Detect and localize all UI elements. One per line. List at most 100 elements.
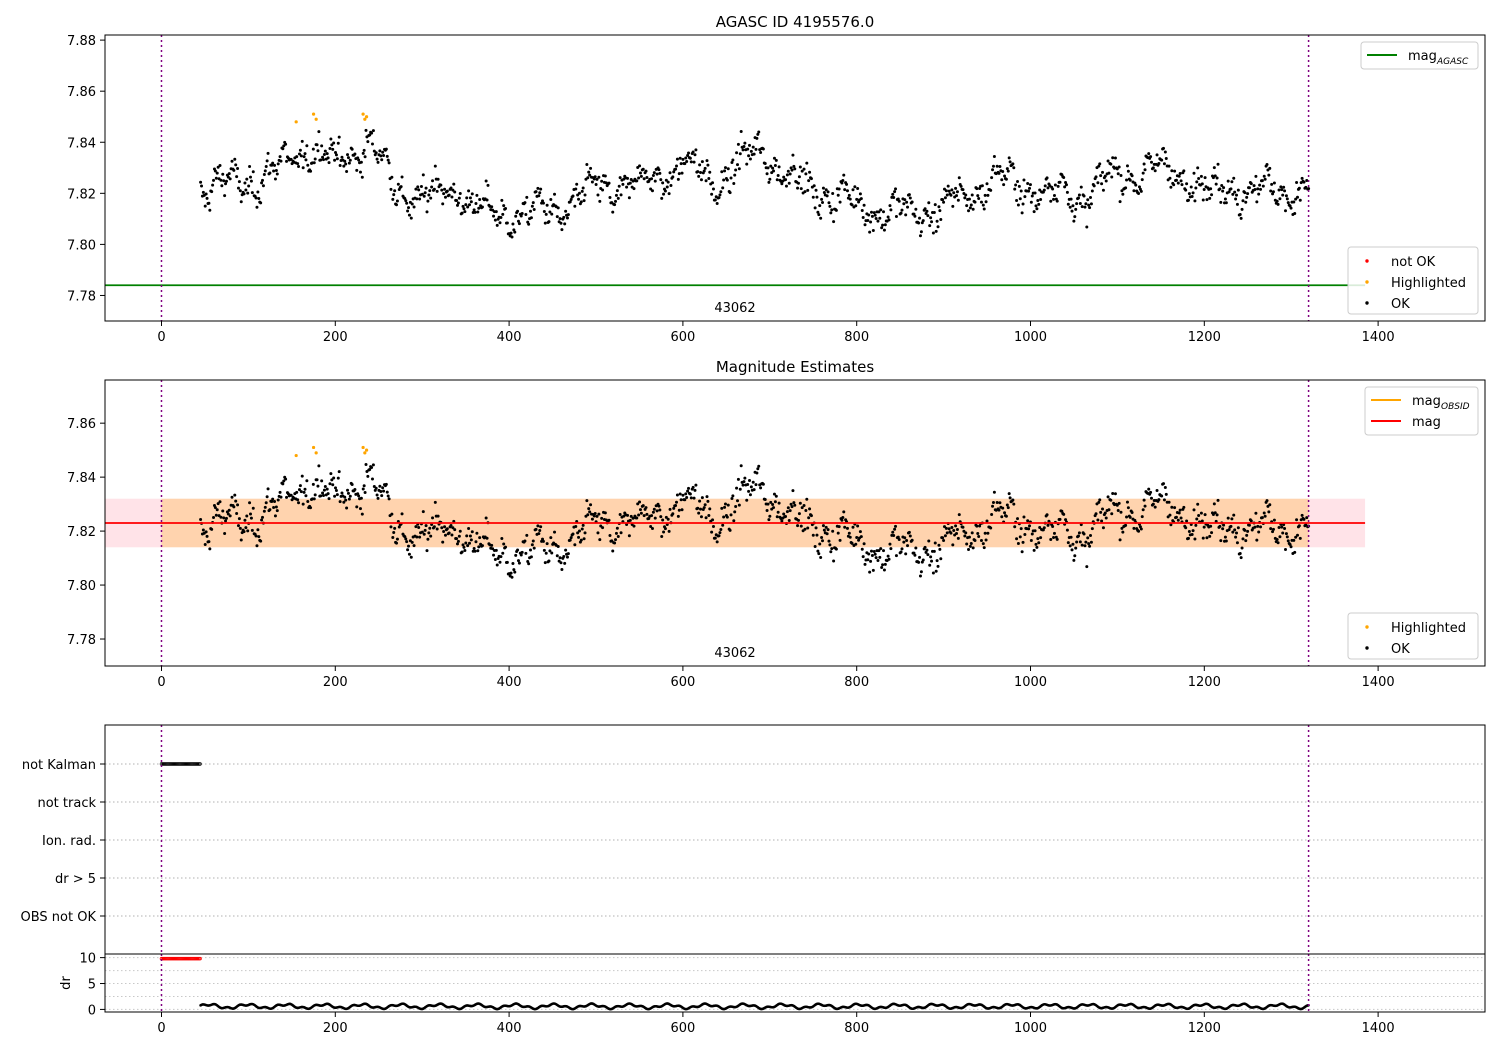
ok-point <box>896 535 900 539</box>
not-kalman-point <box>176 762 180 766</box>
ok-point <box>1063 185 1067 189</box>
ok-point <box>1176 518 1180 522</box>
ok-point <box>696 506 700 510</box>
ok-point <box>1111 492 1115 496</box>
ok-point <box>325 487 329 491</box>
ok-point <box>738 487 742 491</box>
ok-point <box>378 484 382 488</box>
legend-bottom <box>1347 612 1479 660</box>
ok-point <box>1045 176 1049 180</box>
ok-point <box>1218 187 1222 191</box>
ok-point <box>1107 508 1111 512</box>
not-kalman-point <box>172 762 176 766</box>
ok-point <box>1157 162 1161 166</box>
ok-point <box>549 197 553 201</box>
ok-point <box>204 192 208 196</box>
ok-point <box>417 525 421 529</box>
ok-point <box>664 515 668 519</box>
ok-point <box>910 538 914 542</box>
ok-point <box>1019 189 1023 193</box>
ok-point <box>931 571 935 575</box>
ok-point <box>568 200 572 204</box>
ok-point <box>1256 524 1260 528</box>
ok-point <box>1036 537 1040 541</box>
ok-point <box>675 493 679 497</box>
ok-point <box>1224 539 1228 543</box>
ok-point <box>959 184 963 188</box>
ok-point <box>848 535 852 539</box>
ok-point <box>619 193 623 197</box>
ok-point <box>1296 195 1300 199</box>
highlighted-point <box>294 453 298 458</box>
ok-point <box>1052 197 1056 201</box>
ok-point <box>1110 175 1114 179</box>
ok-point <box>1082 532 1086 536</box>
ok-point <box>228 514 232 518</box>
ok-point <box>626 513 630 517</box>
ok-point <box>880 226 884 230</box>
ok-point <box>1115 503 1119 507</box>
ok-point <box>831 529 835 533</box>
ok-point <box>708 170 712 174</box>
ok-point <box>615 189 619 193</box>
ok-point <box>1257 192 1261 196</box>
ok-point <box>739 464 743 468</box>
ok-point <box>236 166 240 170</box>
ok-point <box>325 152 329 156</box>
ok-point <box>1153 169 1157 173</box>
ok-point <box>361 151 365 155</box>
ok-point <box>492 214 496 218</box>
ok-point <box>726 167 730 171</box>
ok-point <box>603 174 607 178</box>
ok-point <box>565 555 569 559</box>
ok-point <box>1072 219 1076 223</box>
ok-point <box>232 168 236 172</box>
ok-point <box>793 167 797 171</box>
not-kalman-point <box>162 762 167 766</box>
ok-point <box>530 543 534 547</box>
ok-point <box>653 179 657 183</box>
ytick-label: 7.80 <box>67 579 96 594</box>
ok-point <box>1300 176 1304 180</box>
not-kalman-point <box>166 762 170 766</box>
ok-point <box>830 547 834 551</box>
ok-point <box>250 528 254 532</box>
ok-point <box>1101 170 1105 174</box>
ok-point <box>1294 197 1298 201</box>
ok-point <box>1120 189 1124 193</box>
ok-point <box>550 212 554 216</box>
ok-point <box>219 515 223 519</box>
ok-point <box>426 537 430 541</box>
ok-point <box>689 160 693 164</box>
ok-point <box>1196 166 1200 170</box>
ok-point <box>945 531 949 535</box>
ok-point <box>882 549 886 553</box>
ok-point <box>824 188 828 192</box>
ok-point <box>799 187 803 191</box>
not-kalman-point <box>197 762 201 766</box>
ok-point <box>731 158 735 162</box>
ok-point <box>976 532 980 536</box>
ok-point <box>1307 187 1311 191</box>
ok-point <box>321 158 325 162</box>
ok-point <box>1062 512 1066 516</box>
ok-point <box>270 499 274 503</box>
ok-point <box>903 536 907 540</box>
ok-point <box>830 208 834 212</box>
ok-point <box>886 554 890 558</box>
ok-point <box>553 530 557 534</box>
ok-point <box>422 194 426 198</box>
ok-point <box>432 187 436 191</box>
ok-point <box>409 216 413 220</box>
ok-point <box>466 205 470 209</box>
ok-point <box>786 169 790 173</box>
ok-point <box>644 169 648 173</box>
ok-point <box>1086 198 1090 202</box>
ok-point <box>362 484 366 488</box>
ok-point <box>380 494 384 498</box>
ok-point <box>867 213 871 217</box>
ok-point <box>547 220 551 224</box>
ok-point <box>333 494 337 498</box>
not-kalman-point <box>178 762 182 766</box>
ok-point <box>761 147 765 151</box>
